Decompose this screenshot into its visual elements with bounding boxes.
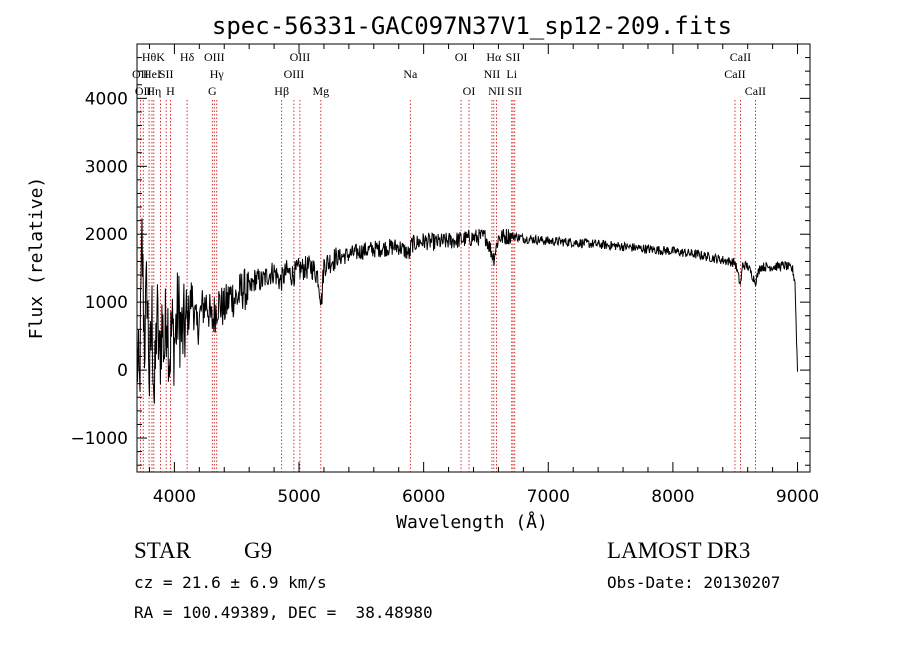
line-labels: OII OII Hθ HeI Hη K SII H Hδ OIII Hγ G Hβ OIII OIII Mg N… (132, 50, 766, 98)
line-label: Mg (312, 84, 329, 98)
line-label: Hγ (210, 67, 225, 81)
line-label: NII (484, 67, 501, 81)
line-label: Hδ (180, 50, 195, 64)
spectrum-line (136, 218, 798, 404)
line-label: OII (132, 67, 149, 81)
line-label: Li (506, 67, 517, 81)
y-tick-label: 4000 (85, 89, 128, 109)
line-label: H (166, 84, 175, 98)
x-tick-label: 9000 (776, 487, 819, 507)
line-label: SII (506, 50, 521, 64)
line-label: Hβ (274, 84, 289, 98)
x-axis: 4000 5000 6000 7000 8000 9000 (148, 44, 819, 507)
line-label: SII (159, 67, 174, 81)
line-label: HeI (143, 67, 161, 81)
y-axis-label: Flux (relative) (26, 177, 47, 340)
coordinates-label: RA = 100.49389, DEC = 38.48980 (134, 603, 433, 622)
y-axis: −1000 0 1000 2000 3000 4000 (70, 43, 810, 466)
x-axis-label: Wavelength (Å) (396, 511, 548, 533)
line-label: NII (488, 84, 505, 98)
line-label: OI (455, 50, 468, 64)
line-label: CaII (724, 67, 745, 81)
obs-date-label: Obs-Date: 20130207 (607, 573, 781, 592)
x-tick-label: 6000 (402, 487, 445, 507)
line-label: G (208, 84, 217, 98)
redshift-label: cz = 21.6 ± 6.9 km/s (134, 573, 327, 592)
line-label: SII (507, 84, 522, 98)
line-label: K (156, 50, 165, 64)
line-label: OI (463, 84, 476, 98)
chart-title: spec-56331-GAC097N37V1_sp12-209.fits (212, 12, 732, 40)
x-tick-label: 7000 (527, 487, 570, 507)
line-label: OIII (284, 67, 305, 81)
line-label: CaII (745, 84, 766, 98)
x-tick-label: 4000 (153, 487, 196, 507)
survey-label: LAMOST DR3 (607, 538, 751, 563)
line-label: Hθ (142, 50, 157, 64)
line-label: Na (403, 67, 418, 81)
line-label: OII (135, 84, 152, 98)
line-label: Hη (146, 84, 161, 98)
y-tick-label: 0 (117, 361, 128, 381)
object-class: STAR (134, 538, 191, 563)
line-label: OIII (290, 50, 311, 64)
y-tick-label: −1000 (70, 429, 128, 449)
line-label: OIII (204, 50, 225, 64)
line-label: CaII (730, 50, 751, 64)
x-tick-label: 8000 (651, 487, 694, 507)
y-tick-label: 3000 (85, 157, 128, 177)
y-tick-label: 1000 (85, 293, 128, 313)
x-tick-label: 5000 (277, 487, 320, 507)
y-tick-label: 2000 (85, 225, 128, 245)
line-label: Hα (486, 50, 502, 64)
object-subclass: G9 (244, 538, 273, 563)
